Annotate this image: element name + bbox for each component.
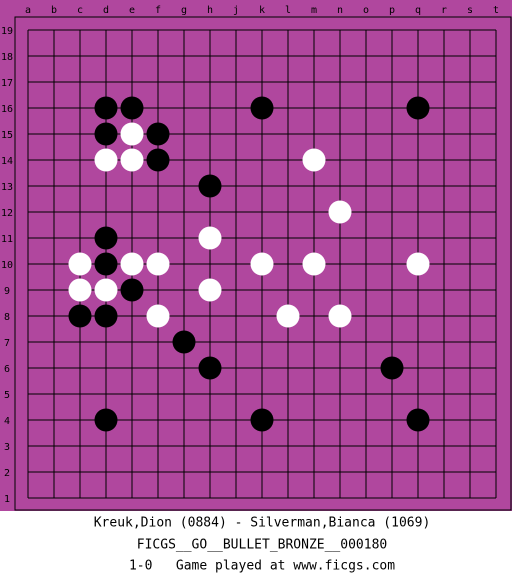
players: Kreuk,Dion (0884) - Silverman,Bianca (10… — [94, 516, 431, 531]
white-stone — [302, 252, 326, 276]
black-stone — [250, 96, 274, 120]
row-label: 12 — [1, 208, 13, 219]
white-stone — [120, 122, 144, 146]
white-stone — [328, 304, 352, 328]
white-stone — [68, 252, 92, 276]
row-label: 17 — [1, 78, 13, 89]
black-stone — [380, 356, 404, 380]
black-stone — [406, 96, 430, 120]
white-stone — [302, 148, 326, 172]
black-stone — [146, 148, 170, 172]
result: 1-0 Game played at www.ficgs.com — [129, 559, 395, 574]
black-stone — [94, 122, 118, 146]
column-label: m — [311, 5, 317, 16]
black-stone — [172, 330, 196, 354]
row-label: 18 — [1, 52, 13, 63]
black-stone — [146, 122, 170, 146]
row-label: 3 — [4, 442, 10, 453]
column-label: h — [207, 5, 213, 16]
white-stone — [146, 252, 170, 276]
column-label: r — [441, 5, 447, 16]
white-stone — [68, 278, 92, 302]
black-stone — [250, 408, 274, 432]
white-stone — [328, 200, 352, 224]
black-stone — [406, 408, 430, 432]
white-stone — [276, 304, 300, 328]
row-label: 13 — [1, 182, 13, 193]
white-stone — [120, 252, 144, 276]
column-label: f — [155, 5, 161, 16]
column-label: n — [337, 5, 343, 16]
column-label: e — [129, 5, 135, 16]
row-label: 5 — [4, 390, 10, 401]
column-label: d — [103, 5, 109, 16]
row-label: 8 — [4, 312, 10, 323]
row-label: 7 — [4, 338, 10, 349]
row-label: 6 — [4, 364, 10, 375]
white-stone — [146, 304, 170, 328]
black-stone — [120, 96, 144, 120]
white-stone — [94, 278, 118, 302]
white-stone — [198, 278, 222, 302]
black-stone — [94, 96, 118, 120]
row-label: 11 — [1, 234, 13, 245]
column-label: b — [51, 5, 57, 16]
white-stone — [120, 148, 144, 172]
row-label: 10 — [1, 260, 13, 271]
column-label: s — [467, 5, 473, 16]
white-stone — [198, 226, 222, 250]
event: FICGS__GO__BULLET_BRONZE__000180 — [137, 538, 387, 553]
black-stone — [94, 226, 118, 250]
column-label: k — [259, 5, 265, 16]
row-label: 1 — [4, 494, 10, 505]
black-stone — [198, 174, 222, 198]
row-label: 19 — [1, 26, 13, 37]
row-label: 2 — [4, 468, 10, 479]
row-label: 14 — [1, 156, 13, 167]
row-label: 16 — [1, 104, 13, 115]
row-label: 15 — [1, 130, 13, 141]
board-frame — [14, 16, 512, 511]
row-label: 4 — [4, 416, 10, 427]
column-label: l — [285, 5, 291, 16]
column-label: t — [493, 5, 499, 16]
white-stone — [250, 252, 274, 276]
column-label: c — [77, 5, 83, 16]
white-stone — [406, 252, 430, 276]
black-stone — [120, 278, 144, 302]
black-stone — [68, 304, 92, 328]
row-label: 9 — [4, 286, 10, 297]
column-label: o — [363, 5, 369, 16]
column-label: q — [415, 5, 421, 16]
column-label: j — [233, 5, 239, 16]
black-stone — [198, 356, 222, 380]
black-stone — [94, 408, 118, 432]
white-stone — [94, 148, 118, 172]
column-label: g — [181, 5, 187, 16]
column-label: p — [389, 5, 395, 16]
black-stone — [94, 252, 118, 276]
black-stone — [94, 304, 118, 328]
column-label: a — [25, 5, 31, 16]
